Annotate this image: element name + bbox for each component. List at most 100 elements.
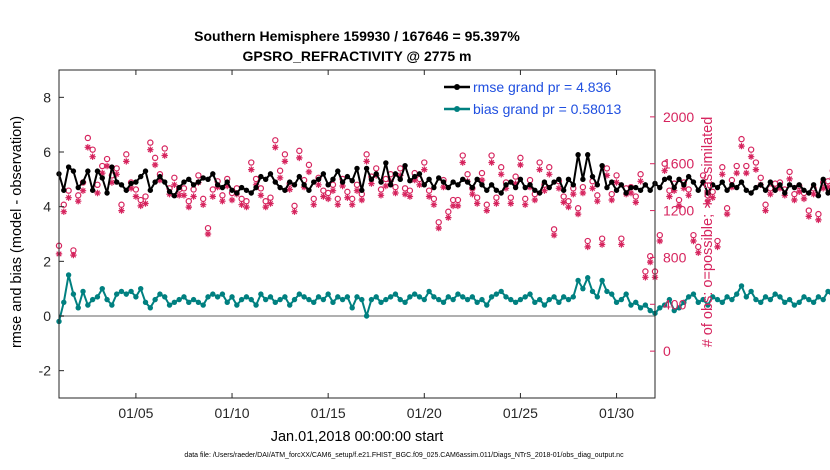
rmse-point [243,187,250,193]
obs-possible-point [291,202,298,210]
rmse-point [685,173,692,180]
obs-assimilated-point [296,154,303,162]
bias-point [719,299,725,306]
obs-assimilated-point [70,251,77,259]
rmse-point [411,173,418,180]
rmse-point [695,187,701,193]
rmse-point [589,173,596,180]
bias-point [815,294,822,300]
obs-assimilated-point [325,195,332,203]
y-right-tick-label: 0 [663,343,671,359]
rmse-point [455,182,461,188]
obs-assimilated-point [113,171,120,178]
bias-point [546,296,552,303]
rmse-point [604,184,610,191]
rmse-point [397,176,403,183]
rmse-point [363,165,370,172]
bias-point [445,294,452,300]
rmse-point [335,168,341,174]
obs-assimilated-point [714,243,721,251]
obs-assimilated-point [368,180,375,187]
rmse-point [387,182,394,188]
rmse-point [508,179,514,185]
obs-assimilated-point [363,158,370,165]
rmse-point [498,190,504,196]
bias-point [248,296,254,303]
obs-assimilated-point [704,198,712,205]
bias-point [411,291,418,297]
bias-point [464,296,471,303]
obs-possible-point [397,165,404,172]
bias-point [311,299,317,306]
obs-possible-point [695,243,702,251]
obs-assimilated-point [752,166,760,173]
rmse-point [85,168,91,174]
obs-possible-point [324,189,332,197]
rmse-point [517,176,524,183]
y-right-tick-label: 400 [663,296,687,312]
rmse-point [714,184,721,191]
bias-point [373,294,379,300]
rmse-point [392,171,399,177]
bias-point [200,302,206,308]
obs-possible-point [252,175,260,183]
obs-assimilated-point [425,193,433,200]
obs-assimilated-point [738,142,745,150]
bias-point [436,296,442,303]
bias-point [166,302,173,308]
bias-point [618,296,625,303]
bias-point [402,299,408,306]
y-left-tick-label: -2 [39,363,52,379]
rmse-point [258,173,264,180]
rmse-point [719,179,725,185]
rmse-point [565,176,572,183]
obs-assimilated-point [320,193,327,200]
rmse-point [709,182,716,188]
rmse-point [118,182,125,188]
obs-possible-point [377,186,385,193]
bias-point [681,299,687,306]
obs-possible-point [565,197,572,205]
obs-assimilated-point [281,158,289,165]
obs-assimilated-point [79,187,87,194]
obs-possible-point [675,196,683,204]
obs-assimilated-point [796,188,803,195]
legend-rmse-label: rmse grand pr = 4.836 [473,79,611,95]
obs-assimilated-point [127,185,135,192]
bias-point [75,305,81,311]
bias-point [262,296,269,303]
obs-assimilated-point [478,176,486,184]
rmse-point [354,165,360,172]
obs-assimilated-point [512,180,519,187]
rmse-point [176,184,182,191]
obs-possible-point [507,194,515,201]
rmse-point [99,175,105,181]
obs-possible-point [752,159,760,166]
rmse-point [80,179,86,185]
rmse-point [806,190,812,196]
bias-point [609,291,615,297]
rmse-point [681,182,687,188]
rmse-point [700,179,706,185]
bias-point [387,294,394,300]
bias-point [210,291,216,297]
bias-point [267,294,274,300]
rmse-point [820,176,826,183]
obs-assimilated-point [637,178,644,185]
rmse-point [171,193,178,199]
rmse-point [479,182,485,188]
obs-possible-point [84,134,92,142]
rmse-point [291,182,298,188]
obs-assimilated-point [449,202,457,210]
bias-point [118,288,125,295]
obs-possible-point [815,210,822,218]
obs-possible-point [238,195,245,203]
rmse-point [75,184,81,191]
obs-assimilated-point [488,159,495,166]
bias-point [392,291,399,297]
obs-possible-point [805,207,813,214]
chart-subtitle: GPSRO_REFRACTIVITY @ 2775 m [243,48,472,64]
obs-assimilated-point [685,192,692,199]
bias-point [729,296,735,303]
